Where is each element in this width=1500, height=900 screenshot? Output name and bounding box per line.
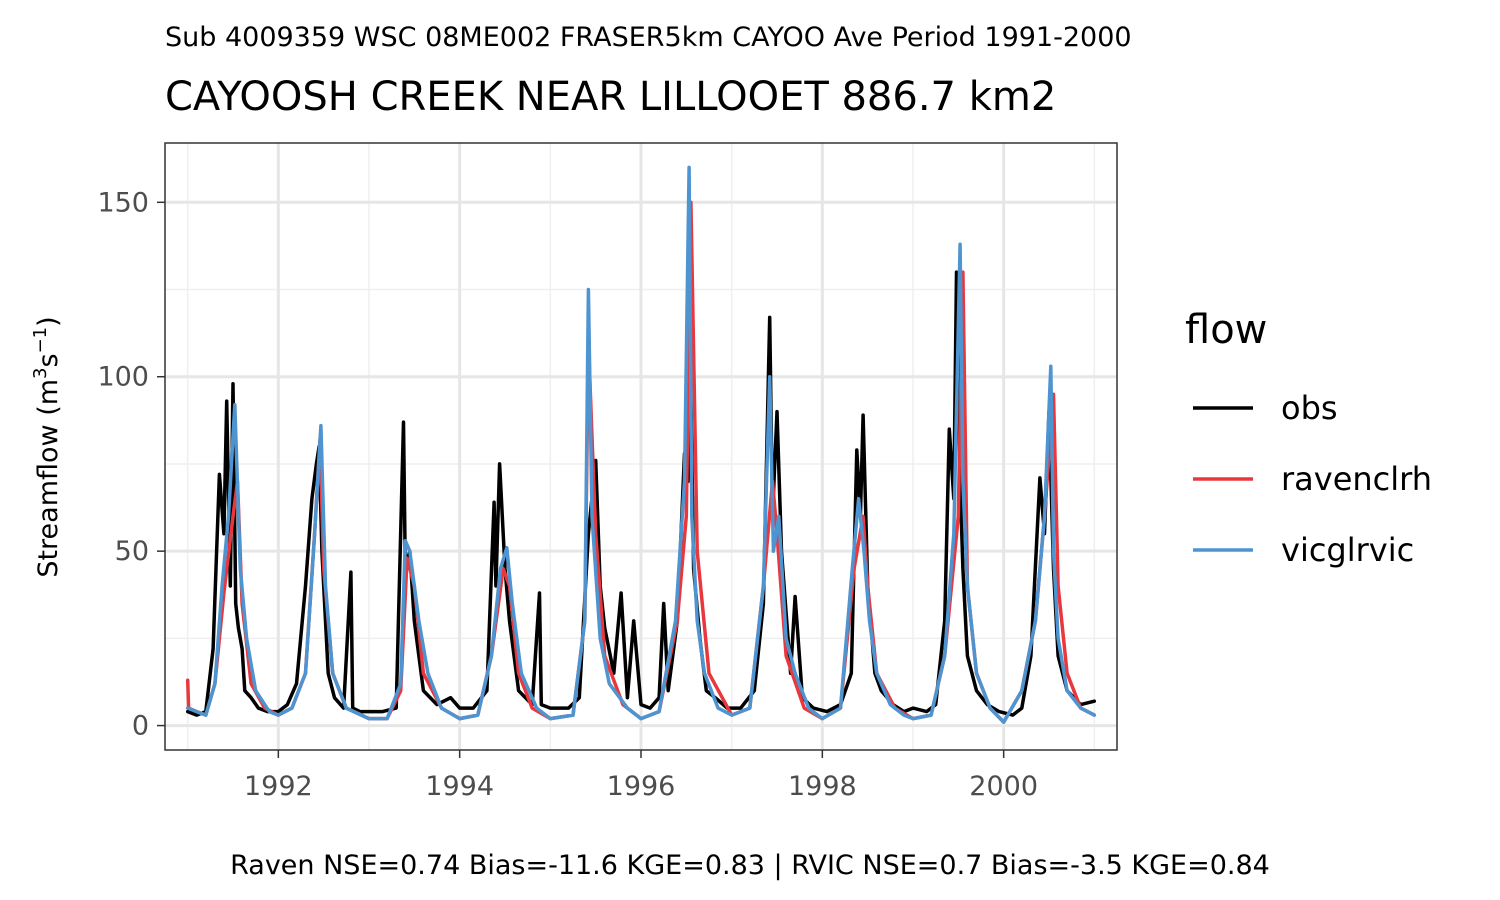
chart-subtitle: Sub 4009359 WSC 08ME002 FRASER5km CAYOO … — [165, 22, 1132, 53]
series-line-obs — [185, 270, 1097, 717]
series-line-vicglrvic — [185, 165, 1097, 724]
legend-label-ravenclrh: ravenclrh — [1281, 460, 1432, 498]
y-axis-label: Streamflow (m3s−1) — [30, 316, 64, 577]
series-lines — [185, 165, 1097, 724]
y-tick-label: 50 — [115, 536, 149, 567]
legend-label-vicglrvic: vicglrvic — [1281, 531, 1414, 569]
x-tick-label: 1992 — [244, 771, 313, 802]
y-tick-label: 100 — [97, 362, 149, 393]
y-axis-label-prefix: Streamflow (m — [33, 379, 64, 578]
y-tick-label: 0 — [132, 711, 149, 742]
y-axis-label-mid: s — [33, 353, 64, 367]
legend-label-obs: obs — [1281, 389, 1338, 427]
x-tick-label: 2000 — [969, 771, 1038, 802]
chart-title: CAYOOSH CREEK NEAR LILLOOET 886.7 km2 — [165, 74, 1056, 120]
y-tick-label: 150 — [97, 187, 149, 218]
caption: Raven NSE=0.74 Bias=-11.6 KGE=0.83 | RVI… — [230, 850, 1270, 881]
x-tick-label: 1996 — [607, 771, 676, 802]
y-axis-label-suffix: ) — [33, 316, 64, 327]
y-axis: 0 50 100 150 — [97, 187, 165, 742]
x-axis: 1992 1994 1996 1998 2000 — [244, 750, 1038, 802]
legend-title: flow — [1185, 307, 1267, 353]
x-tick-label: 1998 — [788, 771, 857, 802]
x-tick-label: 1994 — [425, 771, 494, 802]
y-axis-label-sup1: 3 — [30, 368, 51, 379]
y-axis-label-sup2: −1 — [30, 327, 51, 354]
legend: obs ravenclrh vicglrvic — [1193, 389, 1432, 569]
